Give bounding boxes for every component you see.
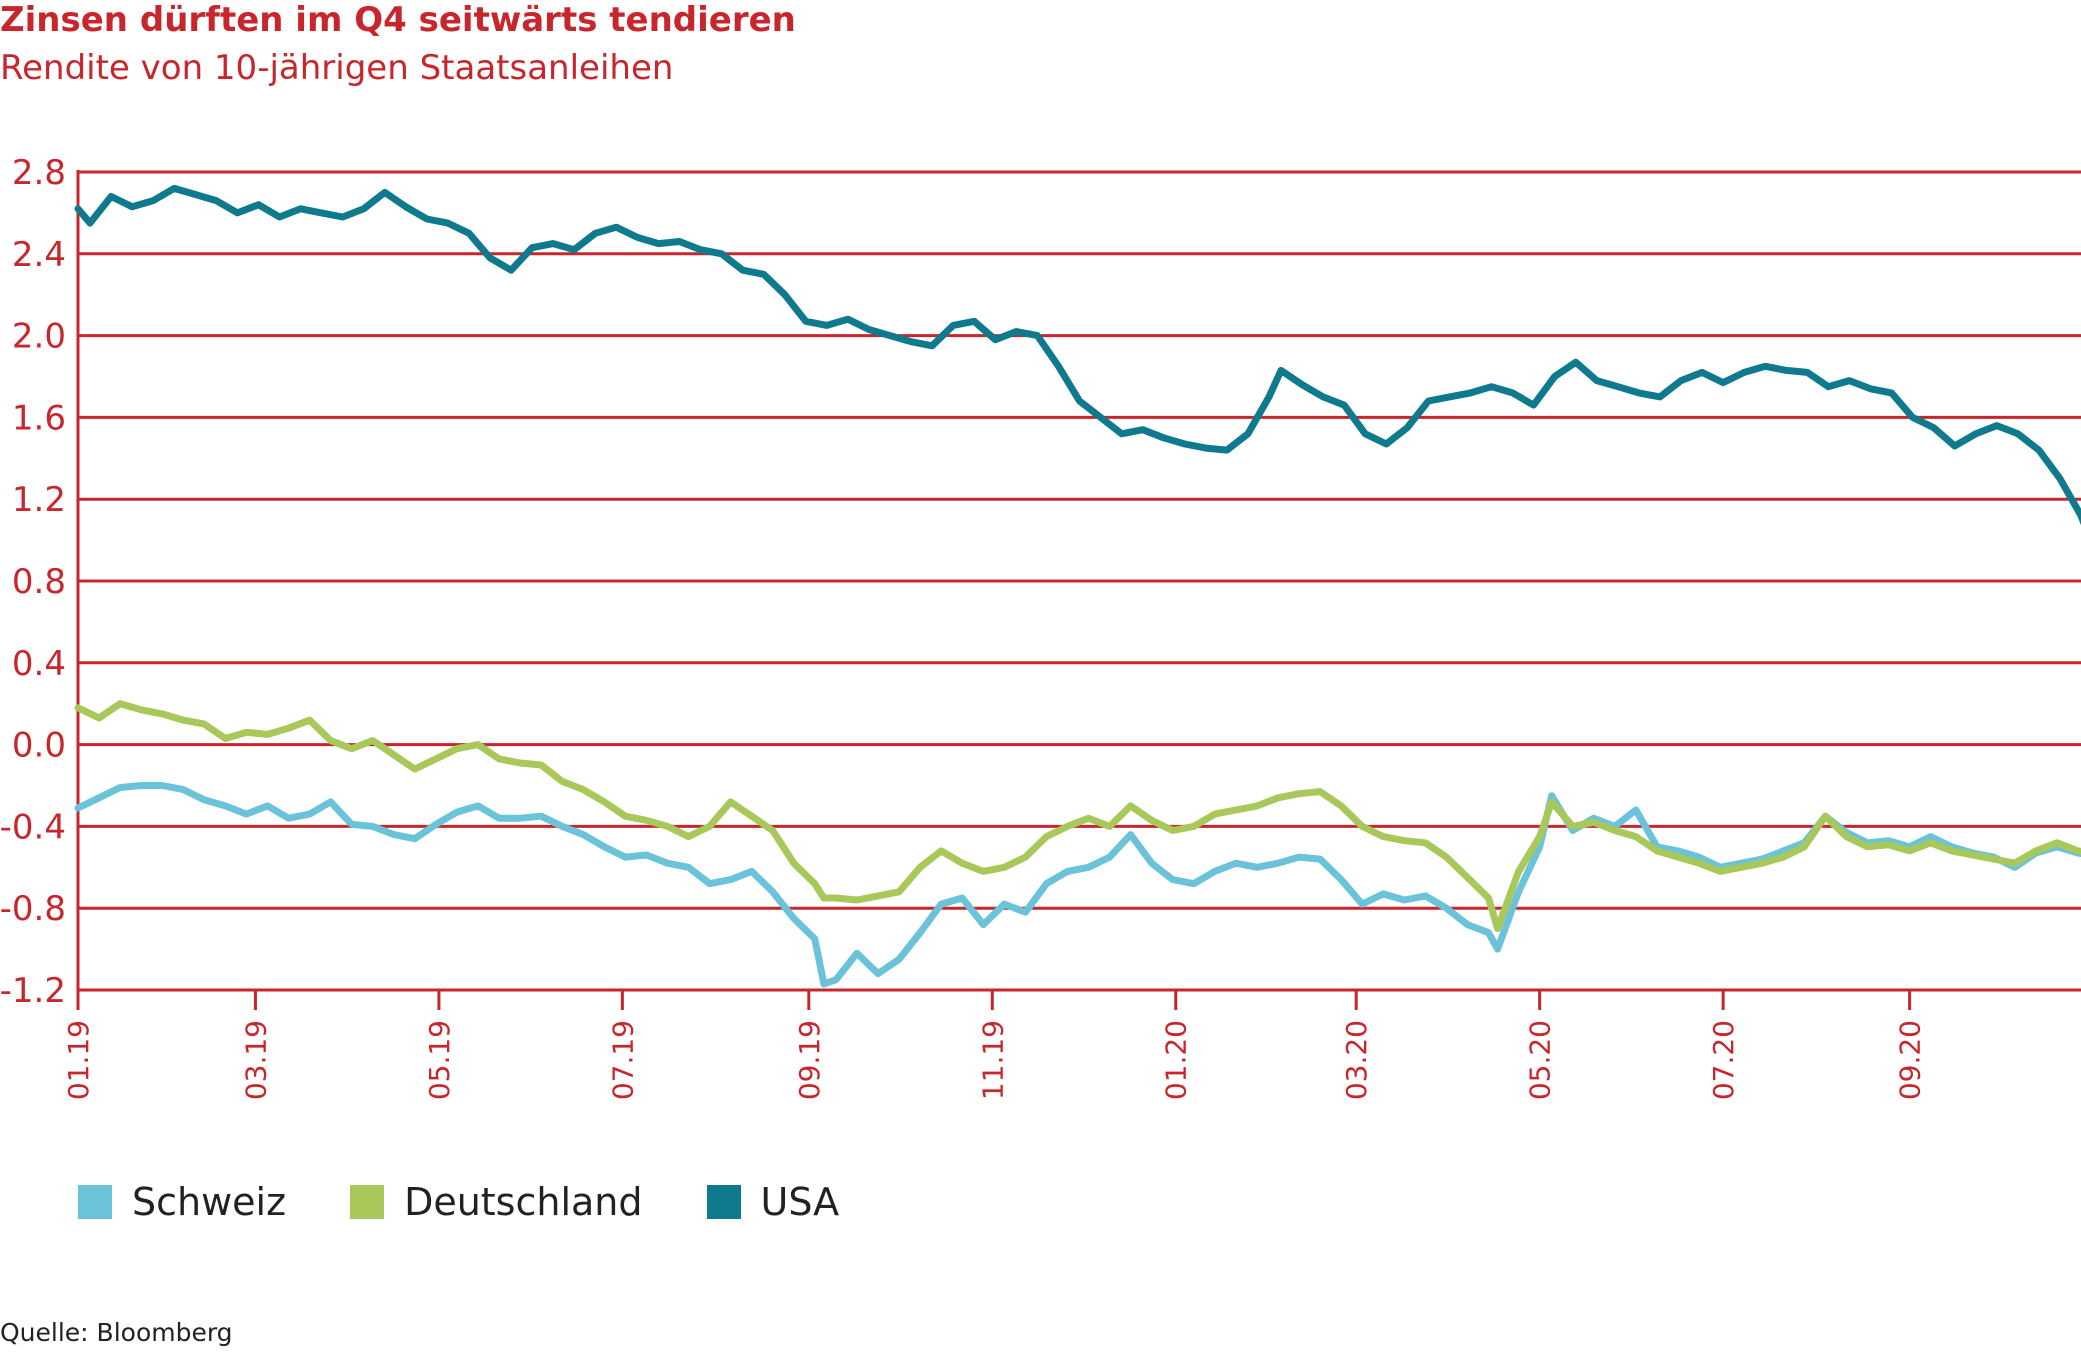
legend-label-usa: USA bbox=[760, 1180, 840, 1224]
series-line-deutschland bbox=[74, 700, 2081, 933]
y-tick-label: 2.4 bbox=[12, 235, 66, 275]
series-line-usa bbox=[74, 184, 2081, 526]
y-tick-label: -0.4 bbox=[0, 807, 66, 847]
legend-item-schweiz: Schweiz bbox=[78, 1180, 286, 1224]
grid-lines bbox=[76, 170, 2081, 992]
y-tick-label: -0.8 bbox=[0, 889, 66, 929]
chart-title: Zinsen dürften im Q4 seitwärts tendieren bbox=[0, 0, 796, 40]
x-tick-label: 05.19 bbox=[423, 1020, 456, 1100]
y-tick-label: 2.0 bbox=[12, 317, 66, 357]
x-tick-label: 03.20 bbox=[1340, 1020, 1373, 1100]
y-tick-label: 1.2 bbox=[12, 480, 66, 520]
data-series bbox=[74, 184, 2081, 988]
y-tick-label: 2.8 bbox=[12, 153, 66, 193]
x-tick-label: 09.19 bbox=[793, 1020, 826, 1100]
x-tick-label: 11.19 bbox=[976, 1020, 1009, 1100]
y-axis-ticks: 2.8 2.4 2.0 1.6 1.2 0.8 0.4 0.0 -0.4 -0.8 -1.2 bbox=[0, 153, 66, 1011]
legend-label-deutschland: Deutschland bbox=[404, 1180, 643, 1224]
legend-label-schweiz: Schweiz bbox=[132, 1180, 287, 1224]
x-tick-label: 09.20 bbox=[1894, 1020, 1927, 1100]
series-line-schweiz bbox=[74, 782, 2081, 988]
y-tick-label: 1.6 bbox=[12, 398, 66, 438]
y-tick-label: -1.2 bbox=[0, 971, 66, 1011]
legend-swatch-usa bbox=[706, 1185, 741, 1219]
y-tick-label: 0.0 bbox=[12, 726, 66, 766]
x-tick-label: 05.20 bbox=[1524, 1020, 1557, 1100]
x-axis-ticks: 01.19 03.19 05.19 07.19 09.19 11.19 01.20 03.20… bbox=[62, 990, 1927, 1100]
x-tick-label: 07.20 bbox=[1707, 1020, 1740, 1100]
source-note: Quelle: Bloomberg bbox=[0, 1318, 233, 1347]
legend-item-usa: USA bbox=[706, 1180, 840, 1224]
legend-item-deutschland: Deutschland bbox=[350, 1180, 643, 1224]
legend-swatch-schweiz bbox=[78, 1185, 112, 1219]
y-tick-label: 0.4 bbox=[12, 644, 66, 684]
y-tick-label: 0.8 bbox=[12, 562, 66, 602]
legend-swatch-deutschland bbox=[350, 1185, 385, 1219]
legend: Schweiz Deutschland USA bbox=[78, 1180, 903, 1224]
chart-subtitle: Rendite von 10-jährigen Staatsanleihen bbox=[0, 48, 674, 88]
x-tick-label: 01.19 bbox=[62, 1020, 95, 1100]
x-tick-label: 03.19 bbox=[239, 1020, 272, 1100]
x-tick-label: 01.20 bbox=[1160, 1020, 1193, 1100]
x-tick-label: 07.19 bbox=[606, 1020, 639, 1100]
